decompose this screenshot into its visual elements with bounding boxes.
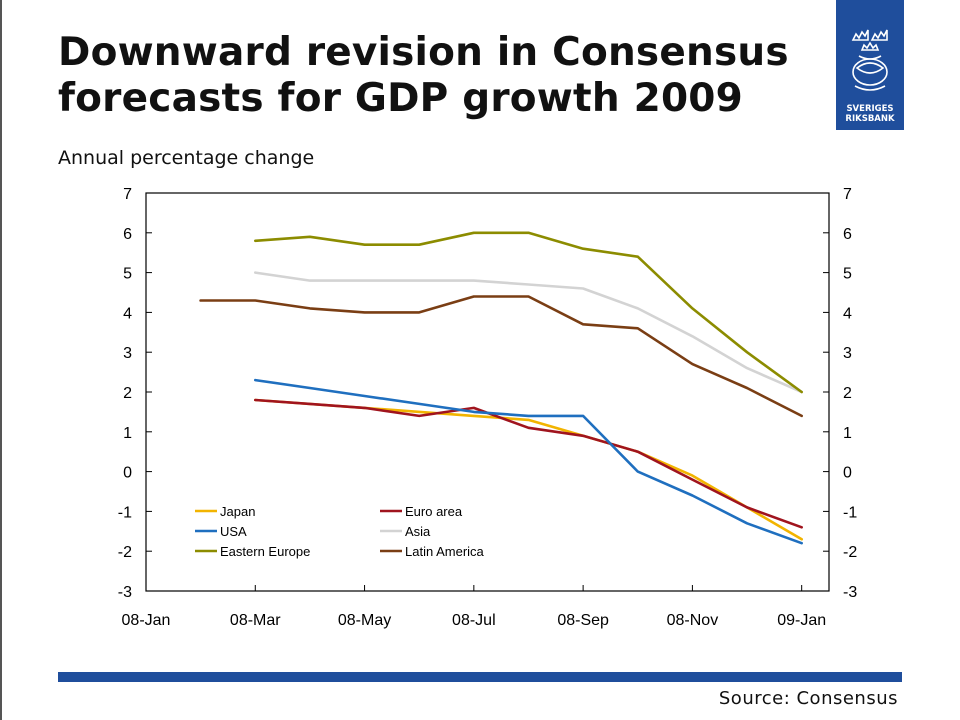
y-tick-label-left: 2 xyxy=(123,385,132,402)
series-line-eastern-europe xyxy=(254,231,804,394)
y-tick-label-left: 4 xyxy=(123,305,132,322)
riksbank-logo: SVERIGES RIKSBANK xyxy=(836,0,904,130)
y-tick-label-right: 5 xyxy=(843,266,852,283)
legend-label: USA xyxy=(220,524,247,539)
series-line-usa xyxy=(254,378,804,545)
y-tick-label-left: -1 xyxy=(118,504,132,521)
y-tick-label-right: -1 xyxy=(843,504,857,521)
page-subtitle: Annual percentage change xyxy=(58,147,315,169)
y-tick-label-left: 3 xyxy=(123,345,132,362)
y-tick-label-right: 0 xyxy=(843,465,852,482)
y-tick-label-right: -2 xyxy=(843,544,857,561)
y-tick-label-right: 2 xyxy=(843,385,852,402)
legend-label: Euro area xyxy=(405,504,463,519)
series-line-latin-america xyxy=(199,295,804,418)
source-note: Source: Consensus xyxy=(718,688,898,709)
y-tick-label-right: 1 xyxy=(843,425,852,442)
x-tick-label: 08-Mar xyxy=(230,612,281,629)
frame-line xyxy=(0,0,2,720)
page-title: Downward revision in Consensus forecasts… xyxy=(58,30,789,121)
legend-label: Japan xyxy=(220,504,255,519)
y-tick-label-left: 0 xyxy=(123,465,132,482)
legend-label: Asia xyxy=(405,524,431,539)
y-tick-label-left: -3 xyxy=(118,584,132,601)
y-tick-label-right: 6 xyxy=(843,226,852,243)
y-tick-label-left: -2 xyxy=(118,544,132,561)
logo-line-1: SVERIGES xyxy=(846,104,894,114)
y-tick-label-left: 1 xyxy=(123,425,132,442)
series-line-euro-area xyxy=(254,398,804,529)
logo-line-2: RIKSBANK xyxy=(845,114,895,124)
y-tick-label-left: 7 xyxy=(123,186,132,203)
y-tick-label-right: -3 xyxy=(843,584,857,601)
series-line-asia xyxy=(254,271,804,394)
y-tick-label-right: 4 xyxy=(843,305,852,322)
y-tick-label-left: 5 xyxy=(123,266,132,283)
x-tick-label: 08-May xyxy=(338,612,391,629)
crown-emblem-icon xyxy=(851,29,888,91)
legend-label: Latin America xyxy=(405,544,485,559)
x-tick-label: 08-Sep xyxy=(557,612,609,629)
x-tick-label: 08-Nov xyxy=(667,612,719,629)
x-tick-label: 09-Jan xyxy=(777,612,826,629)
legend-label: Eastern Europe xyxy=(220,544,310,559)
y-tick-label-right: 7 xyxy=(843,186,852,203)
legend-box xyxy=(188,500,538,562)
footer-bar xyxy=(58,672,902,682)
x-tick-label: 08-Jul xyxy=(452,612,496,629)
y-tick-label-right: 3 xyxy=(843,345,852,362)
y-tick-label-left: 6 xyxy=(123,226,132,243)
x-tick-label: 08-Jan xyxy=(122,612,171,629)
